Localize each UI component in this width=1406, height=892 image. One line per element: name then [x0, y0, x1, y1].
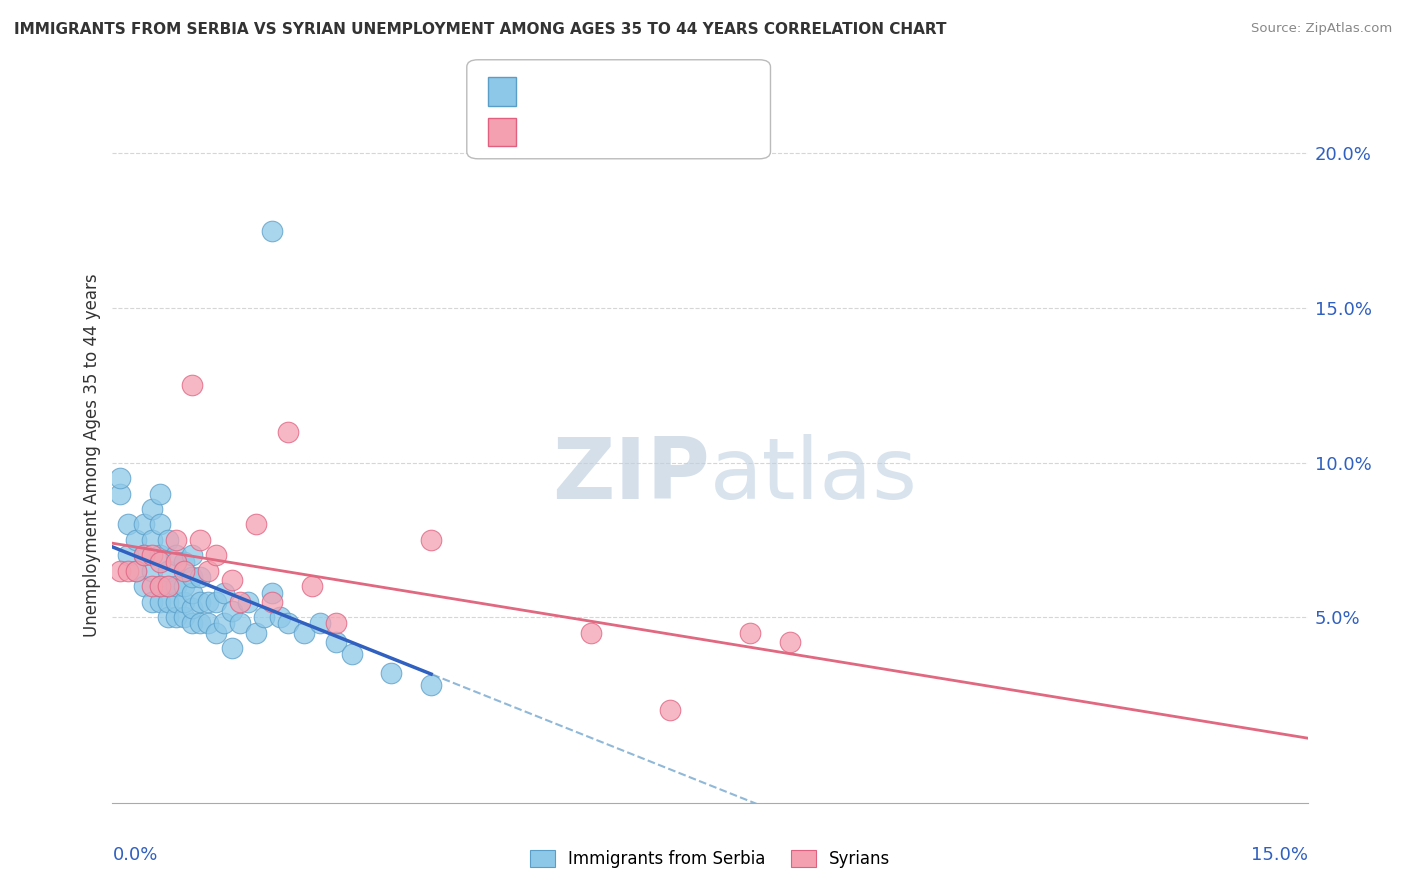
Text: R =  0.099   N = 28: R = 0.099 N = 28 — [523, 123, 685, 141]
Point — [125, 564, 148, 578]
Point — [205, 595, 228, 609]
Point — [212, 585, 235, 599]
Point — [738, 625, 761, 640]
Point — [260, 585, 283, 599]
Point — [134, 549, 156, 563]
Y-axis label: Unemployment Among Ages 35 to 44 years: Unemployment Among Ages 35 to 44 years — [83, 273, 101, 637]
Text: Source: ZipAtlas.com: Source: ZipAtlas.com — [1251, 22, 1392, 36]
Point — [165, 579, 187, 593]
Point — [149, 549, 172, 563]
Point — [188, 595, 211, 609]
Point — [181, 549, 204, 563]
Point — [149, 579, 172, 593]
Point — [149, 555, 172, 569]
Point — [260, 224, 283, 238]
Point — [149, 595, 172, 609]
Point — [221, 641, 243, 656]
Point — [110, 486, 132, 500]
Point — [188, 616, 211, 631]
Legend: Immigrants from Serbia, Syrians: Immigrants from Serbia, Syrians — [523, 843, 897, 874]
Point — [165, 555, 187, 569]
Point — [221, 573, 243, 587]
Text: 0.0%: 0.0% — [112, 847, 157, 864]
Point — [173, 555, 195, 569]
Point — [181, 378, 204, 392]
Point — [117, 549, 139, 563]
Point — [181, 616, 204, 631]
Point — [141, 579, 163, 593]
Point — [277, 425, 299, 439]
Point — [125, 564, 148, 578]
Point — [188, 533, 211, 547]
Point — [340, 648, 363, 662]
Point — [141, 595, 163, 609]
Point — [301, 579, 323, 593]
Point — [420, 678, 443, 692]
Point — [277, 616, 299, 631]
Point — [165, 549, 187, 563]
Point — [110, 471, 132, 485]
Point — [141, 549, 163, 563]
Point — [420, 533, 443, 547]
Point — [260, 595, 283, 609]
Point — [197, 616, 219, 631]
Point — [173, 564, 195, 578]
Point — [157, 595, 180, 609]
Point — [253, 610, 276, 624]
Point — [173, 610, 195, 624]
Text: ZIP: ZIP — [553, 434, 710, 517]
Point — [173, 595, 195, 609]
Point — [117, 517, 139, 532]
Point — [245, 517, 267, 532]
Point — [308, 616, 330, 631]
Point — [117, 564, 139, 578]
Point — [125, 533, 148, 547]
Text: atlas: atlas — [710, 434, 918, 517]
Point — [110, 564, 132, 578]
Point — [325, 635, 347, 649]
Point — [149, 517, 172, 532]
Point — [779, 635, 801, 649]
Point — [181, 585, 204, 599]
Point — [181, 570, 204, 584]
Point — [659, 703, 682, 717]
Point — [236, 595, 259, 609]
Point — [134, 579, 156, 593]
Point — [141, 533, 163, 547]
Point — [134, 549, 156, 563]
Point — [245, 625, 267, 640]
Point — [380, 665, 402, 680]
Point — [149, 579, 172, 593]
Point — [197, 595, 219, 609]
Point — [173, 579, 195, 593]
Point — [292, 625, 315, 640]
Text: 15.0%: 15.0% — [1250, 847, 1308, 864]
Point — [181, 601, 204, 615]
Point — [165, 610, 187, 624]
Point — [197, 564, 219, 578]
Point — [221, 604, 243, 618]
Point — [157, 533, 180, 547]
Point — [157, 564, 180, 578]
Point — [205, 549, 228, 563]
Text: IMMIGRANTS FROM SERBIA VS SYRIAN UNEMPLOYMENT AMONG AGES 35 TO 44 YEARS CORRELAT: IMMIGRANTS FROM SERBIA VS SYRIAN UNEMPLO… — [14, 22, 946, 37]
Point — [212, 616, 235, 631]
Point — [165, 595, 187, 609]
Point — [229, 595, 252, 609]
Point — [141, 564, 163, 578]
Point — [229, 616, 252, 631]
Point — [141, 502, 163, 516]
Point — [579, 625, 602, 640]
Point — [165, 533, 187, 547]
Point — [188, 570, 211, 584]
Point — [157, 610, 180, 624]
Text: R =  0.176   N = 60: R = 0.176 N = 60 — [523, 82, 685, 100]
Point — [149, 486, 172, 500]
Point — [205, 625, 228, 640]
Point — [325, 616, 347, 631]
Point — [157, 579, 180, 593]
Point — [134, 517, 156, 532]
Point — [157, 579, 180, 593]
Point — [269, 610, 291, 624]
